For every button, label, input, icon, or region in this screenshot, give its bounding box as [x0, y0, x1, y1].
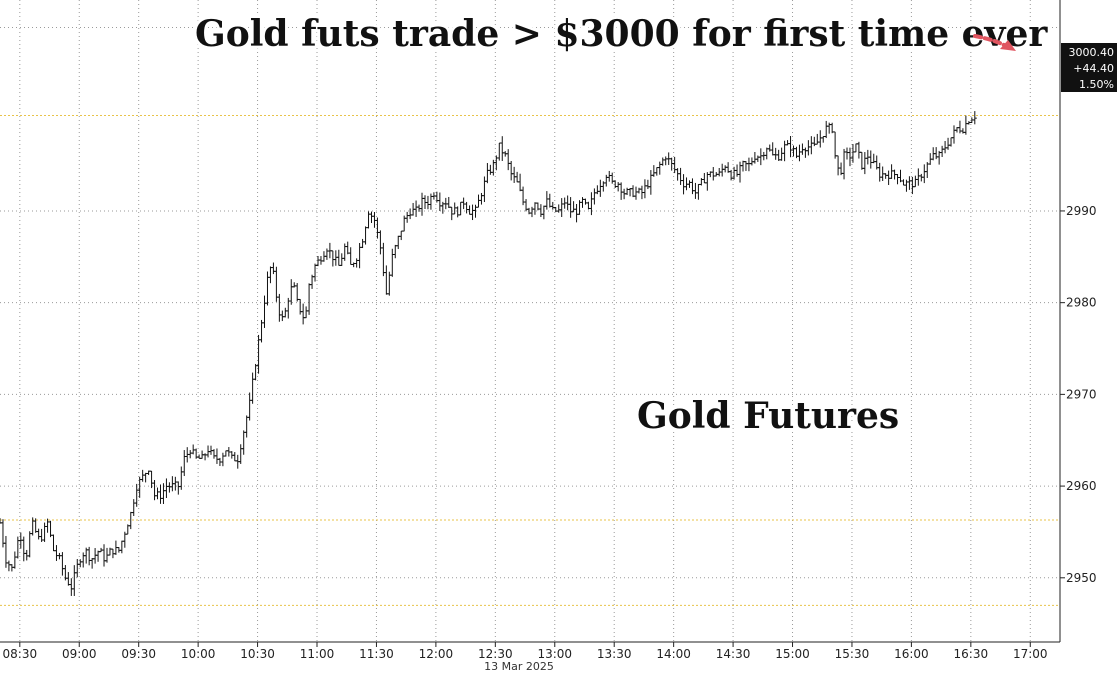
x-tick-label: 09:30	[121, 647, 156, 661]
x-tick-label: 12:00	[419, 647, 454, 661]
x-tick-label: 17:00	[1013, 647, 1048, 661]
x-tick-label: 16:00	[894, 647, 929, 661]
series-label: Gold Futures	[637, 395, 899, 437]
last-price-badge-bg	[1061, 43, 1117, 92]
last-price-change: +44.40	[1073, 62, 1114, 75]
x-tick-label: 11:30	[359, 647, 394, 661]
x-tick-label: 12:30	[478, 647, 513, 661]
plot-background	[0, 0, 1060, 642]
x-tick-label: 11:00	[300, 647, 335, 661]
x-tick-label: 09:00	[62, 647, 97, 661]
last-price-pct: 1.50%	[1079, 78, 1114, 91]
ohlc-bars	[0, 111, 977, 596]
x-tick-label: 16:30	[954, 647, 989, 661]
x-tick-label: 14:30	[716, 647, 751, 661]
x-tick-label: 13:30	[597, 647, 632, 661]
reference-lines	[0, 115, 1060, 606]
y-tick-label: 2960	[1066, 479, 1097, 493]
y-tick-labels: 2950 2960 2970 2980 2990	[1060, 204, 1097, 585]
chart-title: Gold futs trade > $3000 for first time e…	[195, 13, 1048, 55]
x-tick-label: 15:30	[835, 647, 870, 661]
y-tick-label: 2990	[1066, 204, 1097, 218]
ohlc-bar	[972, 111, 977, 125]
y-tick-label: 2980	[1066, 296, 1097, 310]
last-price-badge: 3000.40 +44.40 1.50%	[1061, 43, 1117, 92]
y-tick-label: 2950	[1066, 571, 1097, 585]
grid	[0, 0, 1060, 642]
annotation-arrow	[973, 34, 1016, 51]
x-tick-labels: 08:30 09:00 09:30 10:00 10:30 11:00 11:30 12:00…	[3, 642, 1048, 661]
x-tick-label: 10:30	[240, 647, 275, 661]
x-tick-label: 13:00	[537, 647, 572, 661]
x-tick-label: 15:00	[775, 647, 810, 661]
last-price-value: 3000.40	[1069, 46, 1115, 59]
y-tick-label: 2970	[1066, 387, 1097, 401]
x-tick-label: 10:00	[181, 647, 216, 661]
date-label: 13 Mar 2025	[484, 660, 554, 673]
x-tick-label: 14:00	[656, 647, 691, 661]
axes	[0, 0, 1061, 643]
x-tick-label: 08:30	[3, 647, 38, 661]
